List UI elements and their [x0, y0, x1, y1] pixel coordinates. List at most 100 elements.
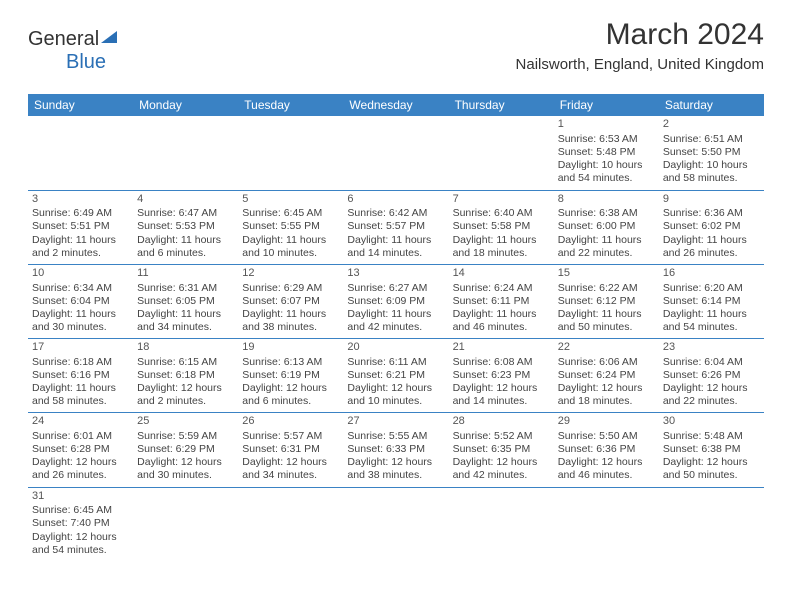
calendar-cell [238, 487, 343, 561]
calendar-cell: 14Sunrise: 6:24 AMSunset: 6:11 PMDayligh… [449, 264, 554, 338]
daylight-text-1: Daylight: 11 hours [347, 308, 444, 321]
day-number: 3 [32, 193, 129, 207]
calendar-cell: 12Sunrise: 6:29 AMSunset: 6:07 PMDayligh… [238, 264, 343, 338]
calendar-cell: 21Sunrise: 6:08 AMSunset: 6:23 PMDayligh… [449, 339, 554, 413]
sunset-text: Sunset: 6:31 PM [242, 443, 339, 456]
daylight-text-1: Daylight: 10 hours [663, 159, 760, 172]
sunset-text: Sunset: 5:50 PM [663, 146, 760, 159]
daylight-text-1: Daylight: 11 hours [242, 308, 339, 321]
daylight-text-2: and 58 minutes. [663, 172, 760, 185]
sunrise-text: Sunrise: 6:01 AM [32, 430, 129, 443]
sunset-text: Sunset: 6:16 PM [32, 369, 129, 382]
calendar-cell: 31Sunrise: 6:45 AMSunset: 7:40 PMDayligh… [28, 487, 133, 561]
day-number: 27 [347, 415, 444, 429]
daylight-text-2: and 6 minutes. [137, 247, 234, 260]
calendar-cell: 10Sunrise: 6:34 AMSunset: 6:04 PMDayligh… [28, 264, 133, 338]
sunrise-text: Sunrise: 6:20 AM [663, 282, 760, 295]
calendar-cell: 24Sunrise: 6:01 AMSunset: 6:28 PMDayligh… [28, 413, 133, 487]
logo-triangle-icon [101, 26, 117, 49]
sunset-text: Sunset: 6:05 PM [137, 295, 234, 308]
daylight-text-1: Daylight: 12 hours [347, 456, 444, 469]
day-number: 26 [242, 415, 339, 429]
sunset-text: Sunset: 6:26 PM [663, 369, 760, 382]
daylight-text-2: and 26 minutes. [663, 247, 760, 260]
sunset-text: Sunset: 6:24 PM [558, 369, 655, 382]
day-number: 25 [137, 415, 234, 429]
sunset-text: Sunset: 5:48 PM [558, 146, 655, 159]
calendar-cell [28, 116, 133, 190]
day-number: 30 [663, 415, 760, 429]
calendar-cell: 15Sunrise: 6:22 AMSunset: 6:12 PMDayligh… [554, 264, 659, 338]
calendar-cell [449, 487, 554, 561]
sunrise-text: Sunrise: 6:27 AM [347, 282, 444, 295]
daylight-text-1: Daylight: 12 hours [453, 456, 550, 469]
location-subtitle: Nailsworth, England, United Kingdom [516, 56, 764, 73]
daylight-text-1: Daylight: 11 hours [32, 308, 129, 321]
calendar-cell: 27Sunrise: 5:55 AMSunset: 6:33 PMDayligh… [343, 413, 448, 487]
sunrise-text: Sunrise: 5:48 AM [663, 430, 760, 443]
calendar-cell: 13Sunrise: 6:27 AMSunset: 6:09 PMDayligh… [343, 264, 448, 338]
daylight-text-1: Daylight: 12 hours [347, 382, 444, 395]
daylight-text-2: and 50 minutes. [558, 321, 655, 334]
sunset-text: Sunset: 6:18 PM [137, 369, 234, 382]
daylight-text-2: and 46 minutes. [558, 469, 655, 482]
day-number: 29 [558, 415, 655, 429]
sunset-text: Sunset: 6:28 PM [32, 443, 129, 456]
logo: General Blue [28, 26, 117, 74]
day-number: 9 [663, 193, 760, 207]
daylight-text-1: Daylight: 12 hours [558, 382, 655, 395]
sunset-text: Sunset: 6:04 PM [32, 295, 129, 308]
sunrise-text: Sunrise: 6:13 AM [242, 356, 339, 369]
page-title: March 2024 [606, 18, 764, 52]
weekday-header: Sunday [28, 94, 133, 116]
sunset-text: Sunset: 6:36 PM [558, 443, 655, 456]
sunrise-text: Sunrise: 5:59 AM [137, 430, 234, 443]
sunrise-text: Sunrise: 6:22 AM [558, 282, 655, 295]
sunset-text: Sunset: 6:21 PM [347, 369, 444, 382]
daylight-text-1: Daylight: 11 hours [137, 308, 234, 321]
day-number: 28 [453, 415, 550, 429]
sunset-text: Sunset: 6:07 PM [242, 295, 339, 308]
calendar-cell: 28Sunrise: 5:52 AMSunset: 6:35 PMDayligh… [449, 413, 554, 487]
day-number: 16 [663, 267, 760, 281]
daylight-text-1: Daylight: 12 hours [32, 456, 129, 469]
calendar-cell: 16Sunrise: 6:20 AMSunset: 6:14 PMDayligh… [659, 264, 764, 338]
day-number: 10 [32, 267, 129, 281]
daylight-text-1: Daylight: 12 hours [663, 456, 760, 469]
sunset-text: Sunset: 6:33 PM [347, 443, 444, 456]
calendar-cell: 17Sunrise: 6:18 AMSunset: 6:16 PMDayligh… [28, 339, 133, 413]
day-number: 21 [453, 341, 550, 355]
calendar-cell: 8Sunrise: 6:38 AMSunset: 6:00 PMDaylight… [554, 190, 659, 264]
daylight-text-2: and 54 minutes. [558, 172, 655, 185]
daylight-text-2: and 30 minutes. [137, 469, 234, 482]
day-number: 4 [137, 193, 234, 207]
daylight-text-2: and 22 minutes. [558, 247, 655, 260]
day-number: 11 [137, 267, 234, 281]
sunrise-text: Sunrise: 6:34 AM [32, 282, 129, 295]
daylight-text-2: and 10 minutes. [242, 247, 339, 260]
sunrise-text: Sunrise: 5:55 AM [347, 430, 444, 443]
daylight-text-1: Daylight: 12 hours [32, 531, 129, 544]
daylight-text-1: Daylight: 11 hours [137, 234, 234, 247]
daylight-text-2: and 18 minutes. [453, 247, 550, 260]
daylight-text-2: and 10 minutes. [347, 395, 444, 408]
sunrise-text: Sunrise: 6:47 AM [137, 207, 234, 220]
calendar-cell [133, 116, 238, 190]
calendar-cell: 9Sunrise: 6:36 AMSunset: 6:02 PMDaylight… [659, 190, 764, 264]
daylight-text-1: Daylight: 12 hours [663, 382, 760, 395]
calendar-cell: 3Sunrise: 6:49 AMSunset: 5:51 PMDaylight… [28, 190, 133, 264]
calendar-cell: 30Sunrise: 5:48 AMSunset: 6:38 PMDayligh… [659, 413, 764, 487]
sunset-text: Sunset: 7:40 PM [32, 517, 129, 530]
daylight-text-2: and 50 minutes. [663, 469, 760, 482]
day-number: 8 [558, 193, 655, 207]
sunset-text: Sunset: 5:57 PM [347, 220, 444, 233]
sunset-text: Sunset: 6:02 PM [663, 220, 760, 233]
sunset-text: Sunset: 6:38 PM [663, 443, 760, 456]
calendar-row: 17Sunrise: 6:18 AMSunset: 6:16 PMDayligh… [28, 339, 764, 413]
daylight-text-2: and 38 minutes. [242, 321, 339, 334]
daylight-text-2: and 18 minutes. [558, 395, 655, 408]
sunset-text: Sunset: 6:19 PM [242, 369, 339, 382]
calendar-cell [343, 487, 448, 561]
daylight-text-2: and 42 minutes. [453, 469, 550, 482]
calendar-cell: 6Sunrise: 6:42 AMSunset: 5:57 PMDaylight… [343, 190, 448, 264]
